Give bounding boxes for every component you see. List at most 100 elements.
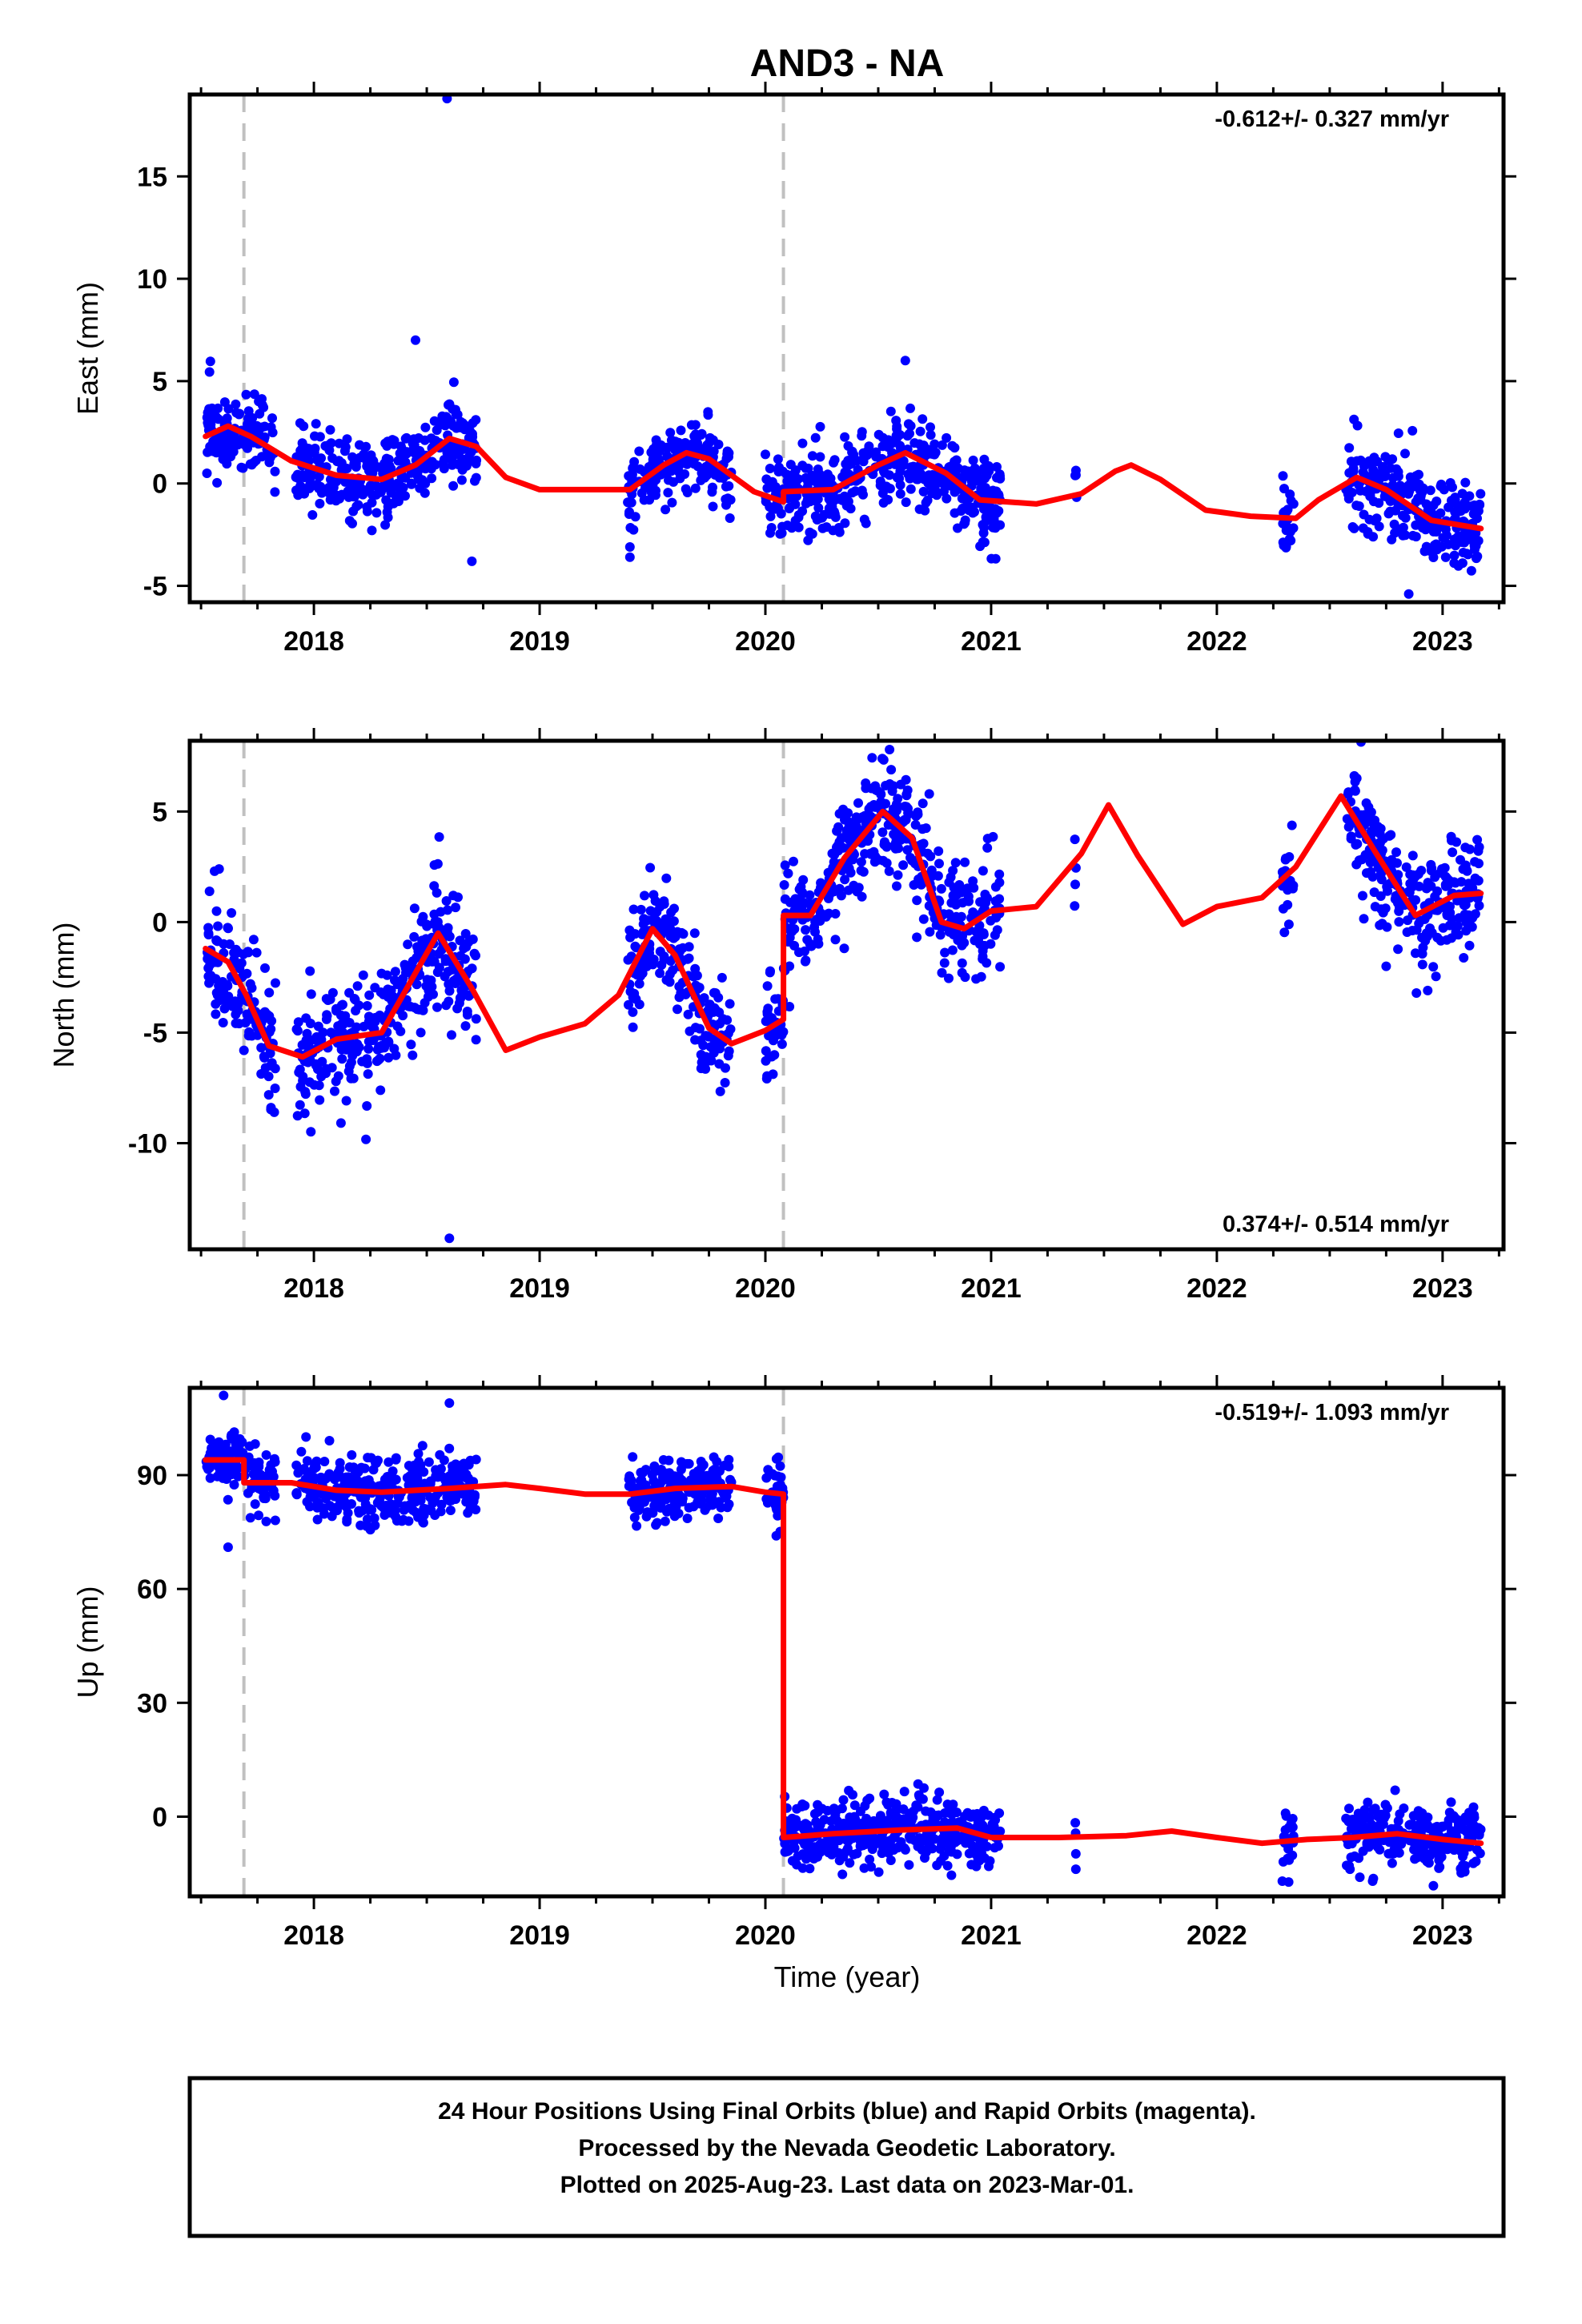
north-point-882 [925, 927, 935, 937]
up-point-1342 [1456, 1864, 1466, 1874]
east-point-1369 [1471, 533, 1481, 544]
north-point-1336 [1361, 798, 1371, 808]
north-point-424 [448, 891, 459, 901]
north-point-347 [390, 967, 400, 977]
up-point-613 [665, 1490, 675, 1501]
east-point-60 [204, 367, 215, 377]
east-xtick-label-2020: 2020 [735, 626, 796, 657]
east-point-599 [708, 501, 718, 512]
north-point-329 [327, 1063, 337, 1073]
north-point-798 [937, 967, 947, 978]
north-point-1204 [1423, 985, 1433, 995]
east-point-370 [297, 438, 307, 448]
north-point-39 [251, 947, 262, 958]
east-point-1079 [892, 424, 902, 434]
east-point-380 [326, 438, 336, 448]
up-point-651 [638, 1467, 648, 1478]
north-point-430 [452, 1003, 463, 1014]
north-point-345 [456, 985, 467, 995]
east-point-1342 [1468, 509, 1479, 519]
east-point-408 [303, 444, 314, 454]
north-point-137 [292, 1111, 303, 1121]
up-point-981 [913, 1779, 923, 1789]
north-point-833 [986, 939, 996, 949]
north-point-1243 [1430, 872, 1440, 883]
north-point-556 [669, 903, 679, 914]
north-point-1092 [833, 844, 843, 854]
east-point-1359 [1410, 475, 1420, 485]
north-point-1321 [1408, 870, 1418, 880]
north-point-437 [405, 1002, 416, 1011]
east-point-1333 [1411, 497, 1421, 507]
up-point-88 [223, 1494, 233, 1505]
up-point-623 [632, 1521, 642, 1531]
north-point-440 [422, 921, 432, 931]
north-ytick-label--10: -10 [128, 1128, 167, 1159]
up-point-400 [347, 1449, 357, 1460]
north-point-358 [341, 1096, 351, 1106]
east-point-1367 [1463, 549, 1473, 560]
east-point-1254 [1411, 532, 1421, 542]
east-frame [187, 92, 1506, 605]
north-point-170 [375, 1085, 386, 1096]
north-point-1311 [1395, 902, 1404, 912]
north-point-710 [960, 857, 970, 867]
north-point-208 [361, 1134, 371, 1144]
up-point-1293 [1464, 1828, 1475, 1839]
up-point-1069 [950, 1830, 961, 1840]
east-point-621 [644, 495, 655, 505]
east-point-1017 [960, 515, 970, 525]
east-point-409 [451, 409, 461, 420]
north-point-623 [725, 999, 735, 1009]
east-point-1024 [986, 507, 996, 517]
up-point-1070 [842, 1844, 853, 1854]
east-point-756 [840, 432, 850, 442]
north-point-93 [229, 955, 239, 964]
east-point-918 [774, 462, 784, 472]
north-point-535 [623, 955, 633, 965]
east-point-454 [460, 454, 470, 464]
north-point-130 [306, 989, 316, 999]
up-point-1320 [1344, 1803, 1354, 1814]
up-point-990 [771, 1530, 781, 1541]
east-point-89 [207, 403, 217, 413]
north-point-121 [231, 1018, 241, 1028]
up-point-1072 [819, 1815, 829, 1825]
up-point-954 [849, 1800, 860, 1811]
north-point-411 [389, 1043, 400, 1054]
north-point-1069 [884, 866, 894, 876]
north-point-992 [810, 927, 820, 937]
north-point-1085 [962, 883, 973, 894]
north-point-643 [650, 907, 661, 918]
north-point-47 [239, 1045, 249, 1055]
up-point-496 [660, 1516, 670, 1526]
up-point-677 [865, 1854, 875, 1864]
up-point-173 [424, 1457, 434, 1467]
east-point-1083 [807, 529, 817, 539]
east-point-105 [204, 446, 215, 456]
up-point-1330 [1365, 1812, 1375, 1823]
north-point-682 [877, 827, 888, 838]
east-point-1103 [1278, 471, 1288, 481]
north-point-226 [363, 1043, 374, 1054]
up-point-1310 [1435, 1862, 1445, 1872]
east-point-1120 [1286, 536, 1296, 545]
north-point-393 [301, 1013, 311, 1023]
up-point-965 [845, 1858, 855, 1868]
up-point-1114 [1287, 1814, 1298, 1823]
north-point-1314 [1367, 818, 1378, 828]
up-point-544 [712, 1457, 722, 1467]
up-point-118 [214, 1462, 224, 1473]
east-point-1055 [850, 486, 861, 497]
up-point-409 [416, 1460, 426, 1470]
north-point-55 [270, 1084, 280, 1093]
north-point-324 [455, 993, 465, 1003]
north-point-359 [337, 1019, 347, 1029]
north-point-1093 [840, 814, 849, 825]
north-point-1323 [1403, 887, 1414, 897]
up-point-1315 [1430, 1823, 1440, 1833]
north-model-line [203, 793, 1484, 1060]
north-point-570 [661, 914, 671, 924]
east-point-632 [651, 485, 661, 496]
east-point-605 [644, 462, 654, 472]
